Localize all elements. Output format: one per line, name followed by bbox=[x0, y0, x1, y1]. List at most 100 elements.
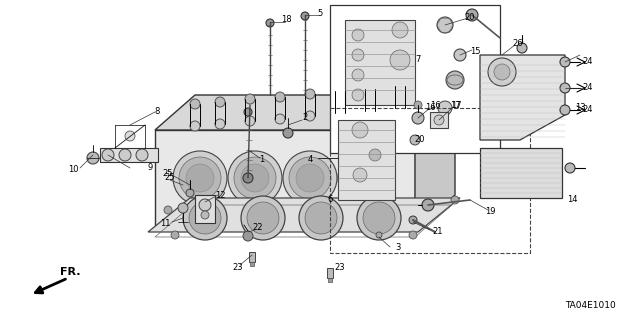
Circle shape bbox=[422, 199, 434, 211]
Bar bbox=[480, 148, 562, 198]
Circle shape bbox=[357, 196, 401, 240]
Circle shape bbox=[352, 122, 368, 138]
Text: 2: 2 bbox=[302, 114, 308, 122]
Text: 22: 22 bbox=[253, 224, 263, 233]
Circle shape bbox=[409, 216, 417, 224]
Circle shape bbox=[494, 64, 510, 80]
Circle shape bbox=[392, 22, 408, 38]
Circle shape bbox=[179, 157, 221, 199]
Circle shape bbox=[352, 69, 364, 81]
Text: 14: 14 bbox=[567, 196, 577, 204]
Circle shape bbox=[171, 231, 179, 239]
Text: 23: 23 bbox=[335, 263, 346, 272]
Text: 17: 17 bbox=[450, 101, 460, 110]
Circle shape bbox=[466, 9, 478, 21]
Circle shape bbox=[215, 119, 225, 129]
Circle shape bbox=[434, 115, 444, 125]
Polygon shape bbox=[415, 95, 455, 230]
Circle shape bbox=[201, 211, 209, 219]
Circle shape bbox=[305, 89, 315, 99]
Circle shape bbox=[352, 89, 364, 101]
Circle shape bbox=[390, 50, 410, 70]
Text: 25: 25 bbox=[163, 169, 173, 179]
Circle shape bbox=[369, 149, 381, 161]
Circle shape bbox=[186, 189, 194, 197]
Circle shape bbox=[241, 164, 269, 192]
Polygon shape bbox=[155, 130, 415, 230]
Circle shape bbox=[376, 232, 382, 238]
Circle shape bbox=[412, 112, 424, 124]
Text: 15: 15 bbox=[470, 48, 480, 56]
Circle shape bbox=[565, 163, 575, 173]
Text: 10: 10 bbox=[68, 166, 78, 174]
Text: 20: 20 bbox=[465, 13, 476, 23]
Text: 18: 18 bbox=[281, 16, 291, 25]
Text: 26: 26 bbox=[513, 39, 524, 48]
Text: 11: 11 bbox=[160, 219, 170, 228]
Circle shape bbox=[437, 17, 453, 33]
Circle shape bbox=[283, 128, 293, 138]
Circle shape bbox=[305, 111, 315, 121]
Circle shape bbox=[365, 106, 375, 116]
Circle shape bbox=[301, 12, 309, 20]
Bar bbox=[430, 112, 448, 128]
Text: 21: 21 bbox=[433, 227, 444, 236]
Circle shape bbox=[173, 151, 227, 205]
Text: 23: 23 bbox=[233, 263, 243, 271]
Circle shape bbox=[352, 29, 364, 41]
Polygon shape bbox=[148, 198, 460, 232]
Circle shape bbox=[186, 164, 214, 192]
Circle shape bbox=[296, 164, 324, 192]
Circle shape bbox=[266, 19, 274, 27]
Circle shape bbox=[199, 199, 211, 211]
Circle shape bbox=[228, 151, 282, 205]
Circle shape bbox=[409, 231, 417, 239]
Circle shape bbox=[451, 196, 459, 204]
Bar bbox=[330, 5, 500, 153]
Circle shape bbox=[245, 116, 255, 126]
Bar bbox=[250, 262, 254, 266]
Circle shape bbox=[283, 151, 337, 205]
Text: 13: 13 bbox=[575, 103, 586, 113]
Circle shape bbox=[414, 101, 422, 109]
Circle shape bbox=[299, 196, 343, 240]
Circle shape bbox=[119, 149, 131, 161]
Circle shape bbox=[338, 151, 392, 205]
Polygon shape bbox=[345, 20, 415, 105]
Circle shape bbox=[335, 108, 345, 118]
Circle shape bbox=[560, 57, 570, 67]
Text: 24: 24 bbox=[583, 106, 593, 115]
Text: 4: 4 bbox=[307, 155, 312, 165]
Circle shape bbox=[275, 92, 285, 102]
Polygon shape bbox=[338, 120, 395, 200]
Text: 1: 1 bbox=[259, 155, 264, 165]
Circle shape bbox=[351, 164, 379, 192]
Polygon shape bbox=[480, 55, 565, 140]
Circle shape bbox=[410, 135, 420, 145]
Bar bbox=[195, 195, 215, 223]
Circle shape bbox=[102, 149, 114, 161]
Circle shape bbox=[190, 99, 200, 109]
Circle shape bbox=[243, 173, 253, 183]
Circle shape bbox=[241, 196, 285, 240]
Circle shape bbox=[438, 101, 452, 115]
Polygon shape bbox=[155, 95, 455, 130]
Text: 24: 24 bbox=[583, 83, 593, 92]
Circle shape bbox=[189, 202, 221, 234]
Text: 9: 9 bbox=[147, 164, 152, 173]
Circle shape bbox=[454, 49, 466, 61]
Circle shape bbox=[136, 149, 148, 161]
Text: 7: 7 bbox=[415, 56, 420, 64]
Circle shape bbox=[344, 157, 386, 199]
Text: 24: 24 bbox=[583, 57, 593, 66]
Circle shape bbox=[234, 157, 276, 199]
Circle shape bbox=[365, 84, 375, 94]
Bar bbox=[330, 108, 530, 253]
Bar bbox=[327, 268, 333, 278]
Text: 8: 8 bbox=[154, 108, 160, 116]
Circle shape bbox=[560, 105, 570, 115]
Text: 17: 17 bbox=[451, 101, 461, 110]
Circle shape bbox=[190, 121, 200, 131]
Circle shape bbox=[488, 58, 516, 86]
Circle shape bbox=[243, 231, 253, 241]
